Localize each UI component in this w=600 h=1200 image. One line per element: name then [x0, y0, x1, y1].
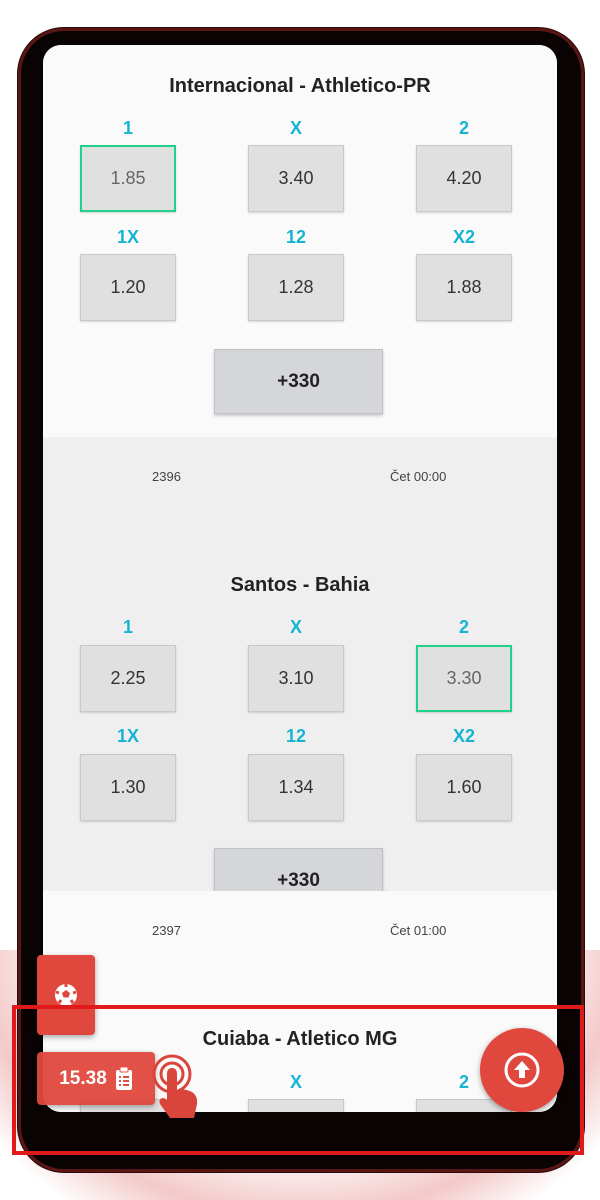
market-label: 1X — [116, 227, 140, 247]
clipboard-list-icon — [115, 1066, 132, 1090]
odds-button[interactable]: 1.30 — [80, 754, 176, 821]
match-id: 2396 — [152, 469, 181, 484]
betslip-total: 15.38 — [59, 1067, 107, 1089]
odds-button[interactable]: 3.30 — [416, 645, 512, 712]
market-label: X — [289, 617, 302, 637]
odds-button[interactable]: 4.20 — [416, 145, 512, 212]
odds-button[interactable]: 1.20 — [80, 254, 176, 321]
match-title: Cuiaba - Atletico MG — [202, 1028, 398, 1050]
market-label: 2 — [458, 1072, 469, 1092]
soccer-ball-icon — [55, 984, 77, 1006]
tap-hand-icon — [152, 1054, 198, 1118]
market-label: 12 — [285, 726, 307, 746]
market-label: X2 — [452, 726, 476, 746]
highlight-box — [12, 1005, 584, 1155]
market-label: X2 — [452, 227, 476, 247]
match-title: Santos - Bahia — [230, 574, 370, 596]
betslip-button[interactable]: 15.38 — [37, 1052, 155, 1105]
match-card: Internacional - Athletico-PR 1 1.85 X 3.40 2 4… — [43, 45, 557, 437]
sports-menu-button[interactable] — [37, 955, 95, 1035]
arrow-up-circle-icon — [504, 1052, 540, 1088]
match-title: Internacional - Athletico-PR — [169, 75, 431, 97]
odds-button[interactable]: 1.28 — [248, 254, 344, 321]
match-time: Čet 00:00 — [390, 469, 447, 484]
odds-button[interactable]: 2.25 — [80, 645, 176, 712]
market-label: 1 — [122, 617, 133, 637]
odds-button[interactable]: 1.60 — [416, 754, 512, 821]
market-label: 2 — [458, 118, 469, 138]
market-label: 1 — [122, 118, 133, 138]
match-time: Čet 01:00 — [390, 923, 447, 938]
market-label: X — [289, 118, 302, 138]
market-label: X — [289, 1072, 302, 1092]
scroll-top-button[interactable] — [480, 1028, 564, 1112]
odds-button[interactable]: 1.85 — [80, 145, 176, 212]
match-card: 2396 Čet 00:00 Santos - Bahia 1 2.25 X 3.10 2 3.… — [43, 437, 557, 913]
market-label: 2 — [458, 617, 469, 637]
more-markets-button[interactable]: +330 — [214, 349, 383, 414]
app-screen: Internacional - Athletico-PR 1 1.85 X 3.40 2 4… — [43, 45, 557, 1112]
market-label: 12 — [285, 227, 307, 247]
odds-button[interactable]: 1.34 — [248, 754, 344, 821]
match-id: 2397 — [152, 923, 181, 938]
odds-button[interactable]: 3.40 — [248, 145, 344, 212]
market-label: 1X — [116, 726, 140, 746]
odds-button[interactable]: 1.88 — [416, 254, 512, 321]
odds-button[interactable]: 3.10 — [248, 1099, 344, 1112]
odds-button[interactable]: 3.10 — [248, 645, 344, 712]
